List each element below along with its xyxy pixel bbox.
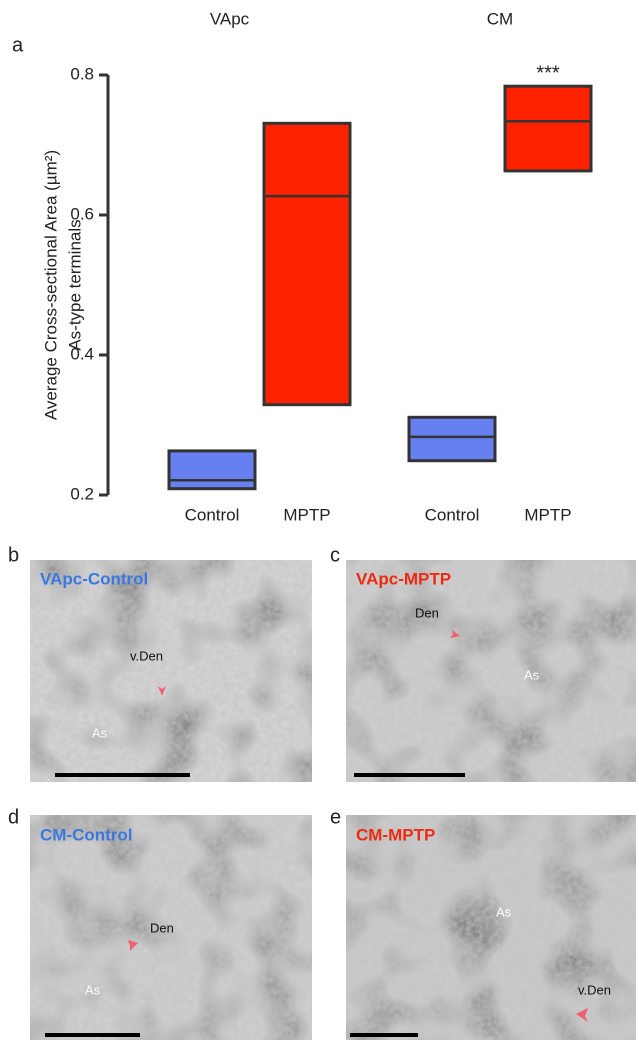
x-tick-label: MPTP xyxy=(283,505,330,524)
y-axis-label: Average Cross-sectional Area (µm²) xyxy=(41,150,60,420)
y-tick-label: 0.2 xyxy=(70,484,94,503)
region-label: As xyxy=(496,904,512,919)
region-label: Den xyxy=(150,920,174,935)
panel-letter: c xyxy=(330,544,340,566)
y-tick-label: 0.6 xyxy=(70,204,94,223)
panel-letter: d xyxy=(8,806,19,828)
x-tick-label: MPTP xyxy=(524,505,571,524)
micrograph: VApc-MPTP Den As xyxy=(346,560,636,782)
region-label: Den xyxy=(415,605,439,620)
micrographs: VApc-Control v.Den As VApc-MPTP Den As C… xyxy=(30,560,636,1040)
box xyxy=(407,415,497,463)
panel-letter: a xyxy=(12,34,24,56)
region-label: v.Den xyxy=(578,982,611,997)
panel-title: VApc-Control xyxy=(40,569,148,588)
panel-letter: e xyxy=(330,806,341,828)
box xyxy=(503,84,593,173)
y-tick-label: 0.4 xyxy=(70,344,94,363)
box xyxy=(262,121,352,407)
group-label: VApc xyxy=(210,9,250,28)
x-tick-label: Control xyxy=(425,505,480,524)
panel-title: CM-Control xyxy=(40,825,133,844)
region-label: As xyxy=(92,725,108,740)
panel-title: VApc-MPTP xyxy=(356,569,451,588)
group-label: CM xyxy=(487,9,513,28)
micrograph: CM-Control Den As xyxy=(30,815,312,1040)
box xyxy=(167,449,257,491)
significance: *** xyxy=(536,62,560,84)
micrograph: VApc-Control v.Den As xyxy=(30,560,312,782)
panel-title: CM-MPTP xyxy=(356,825,435,844)
y-tick-label: 0.8 xyxy=(70,64,94,83)
x-tick-label: Control xyxy=(185,505,240,524)
panel-letter: b xyxy=(8,544,19,566)
region-label: As xyxy=(524,667,540,682)
y-axis-label: As-type terminals xyxy=(65,219,84,350)
micrograph: CM-MPTP As v.Den xyxy=(346,815,636,1040)
region-label: As xyxy=(85,982,101,997)
region-label: v.Den xyxy=(130,648,163,663)
